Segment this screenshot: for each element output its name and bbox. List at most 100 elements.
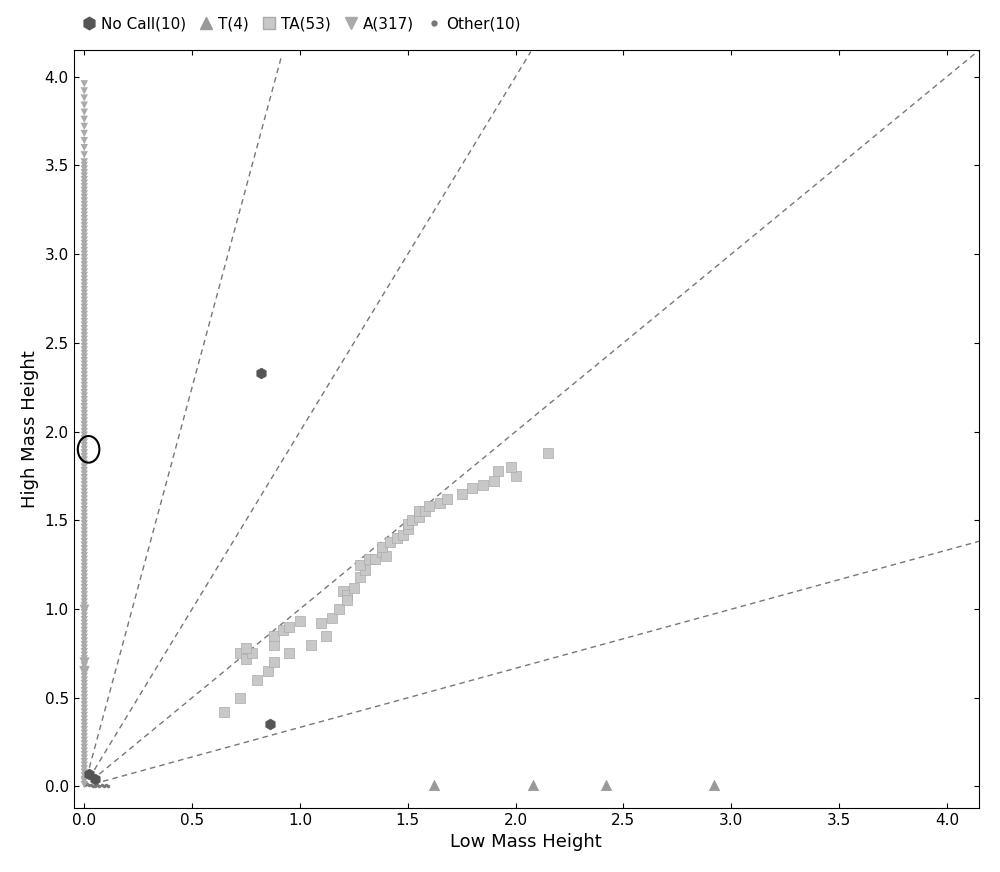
Point [76,226,92,240]
Point [417,505,433,519]
Legend: No Call(10), T(4), TA(53), A(317), Other(10): No Call(10), T(4), TA(53), A(317), Other… [81,16,521,31]
Point [411,505,427,519]
Point [76,358,92,371]
Point [76,176,92,190]
Point [76,243,92,257]
Point [313,617,329,630]
Point [76,716,92,730]
Point [238,651,254,665]
Point [76,574,92,588]
Point [76,396,92,410]
Point [318,629,334,643]
Point [389,531,405,545]
Point [76,602,92,616]
Point [76,428,92,442]
Point [346,581,362,595]
Point [76,488,92,502]
Point [76,620,92,634]
Point [76,655,92,669]
Point [76,240,92,254]
Point [76,404,92,418]
Point [76,492,92,506]
Point [76,747,92,761]
Point [76,439,92,453]
Point [76,507,92,521]
X-axis label: Low Mass Height: Low Mass Height [450,833,602,851]
Point [400,522,416,536]
Point [266,637,282,651]
Point [76,719,92,733]
Point [76,449,92,463]
Point [76,286,92,300]
Point [76,99,92,112]
Point [76,733,92,747]
Point [395,528,411,542]
Point [76,769,92,783]
Point [76,705,92,719]
Point [76,112,92,126]
Point [76,315,92,329]
Point [76,269,92,283]
Point [76,659,92,673]
Point [76,485,92,499]
Point [76,542,92,555]
Point [432,495,448,509]
Point [76,411,92,425]
Point [76,332,92,346]
Point [339,588,355,602]
Point [76,623,92,637]
Point [76,219,92,233]
Point [76,545,92,559]
Point [262,718,278,732]
Point [76,602,92,616]
Point [76,651,92,665]
Point [76,774,92,788]
Point [76,290,92,303]
Point [76,354,92,368]
Point [76,499,92,513]
Point [76,588,92,602]
Point [76,471,92,485]
Point [87,773,103,787]
Point [76,773,92,787]
Point [352,570,368,584]
Point [374,540,390,554]
Point [76,222,92,236]
Point [281,620,297,634]
Point [76,563,92,577]
Point [508,469,524,483]
Point [361,552,377,566]
Point [411,510,427,524]
Point [81,767,97,781]
Point [76,687,92,701]
Point [244,646,260,660]
Point [76,556,92,570]
Point [76,236,92,250]
Point [76,694,92,708]
Point [76,570,92,584]
Point [76,262,92,276]
Point [76,754,92,768]
Point [475,478,491,492]
Point [253,366,269,380]
Point [76,435,92,449]
Point [76,229,92,243]
Point [76,481,92,495]
Point [232,646,248,660]
Point [324,611,340,625]
Point [374,545,390,559]
Point [76,325,92,339]
Point [303,637,319,651]
Point [76,265,92,279]
Point [249,673,265,687]
Point [76,584,92,598]
Point [490,464,506,478]
Point [76,709,92,723]
Point [598,778,614,792]
Point [76,322,92,336]
Point [76,528,92,542]
Point [76,610,92,623]
Point [76,538,92,552]
Point [76,535,92,548]
Point [76,737,92,751]
